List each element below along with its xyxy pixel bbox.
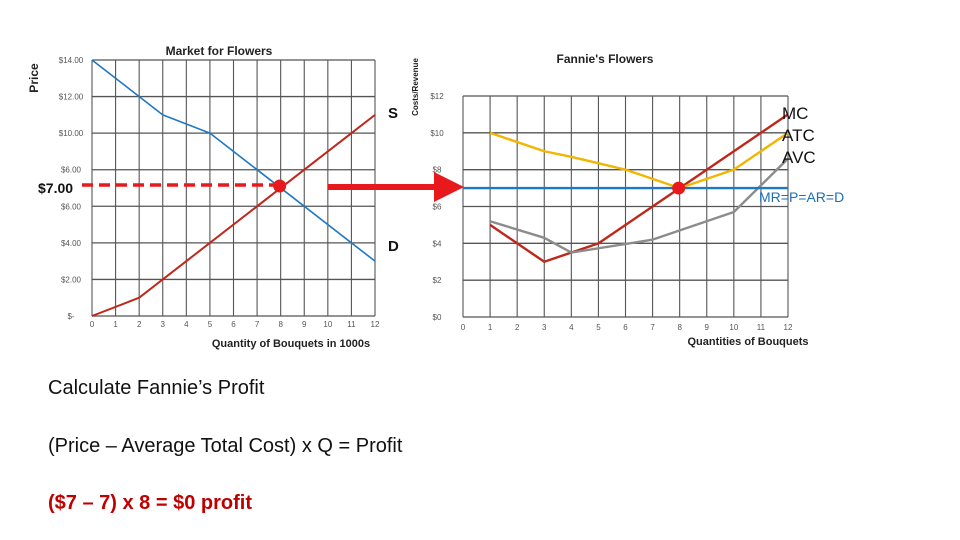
- x-tick-label: 9: [302, 320, 307, 329]
- y-tick-label: $0: [433, 313, 442, 322]
- x-tick-label: 6: [623, 323, 628, 332]
- y-tick-label: $14.00: [59, 56, 84, 65]
- x-tick-label: 10: [729, 323, 738, 332]
- x-tick-label: 0: [90, 320, 95, 329]
- x-tick-label: 1: [488, 323, 493, 332]
- profit-max-point: [672, 181, 686, 195]
- x-tick-label: 8: [278, 320, 283, 329]
- market-chart-ticks: $- $2.00 $4.00 $6.00 $6.00 $10.00 $12.00 $14.00…: [59, 56, 380, 329]
- market-chart: $- $2.00 $4.00 $6.00 $6.00 $10.00 $12.00 $14.00…: [27, 44, 399, 350]
- market-chart-series: [91, 59, 376, 317]
- avc-curve-label: AVC: [782, 148, 816, 167]
- chart-title: Fannie's Flowers: [557, 52, 654, 66]
- chart-title: Market for Flowers: [166, 44, 273, 58]
- y-tick-label: $12.00: [59, 93, 84, 102]
- atc-curve-label: ATC: [782, 126, 815, 145]
- y-tick-label: $6.00: [61, 166, 82, 175]
- x-tick-label: 3: [161, 320, 166, 329]
- series-line-s: [91, 114, 376, 317]
- mc-curve-label: MC: [782, 104, 808, 123]
- mr-line-label: MR=P=AR=D: [759, 189, 844, 205]
- y-tick-label: $10: [430, 129, 444, 138]
- fannie-chart-labels: Fannie's Flowers Quantities of Bouquets Co…: [411, 52, 844, 348]
- y-axis-label: Price: [27, 63, 41, 93]
- profit-formula: (Price – Average Total Cost) x Q = Profi…: [48, 435, 403, 457]
- x-tick-label: 4: [569, 323, 574, 332]
- fannie-chart-series: [463, 113, 789, 263]
- y-tick-label: $4: [433, 239, 442, 248]
- demand-curve-label: D: [388, 238, 399, 255]
- y-axis-label: Costs/Revenue: [411, 58, 420, 116]
- x-tick-label: 5: [596, 323, 601, 332]
- x-tick-label: 2: [137, 320, 142, 329]
- x-tick-label: 10: [323, 320, 332, 329]
- price-callout-label: $7.00: [38, 180, 73, 196]
- x-tick-label: 7: [255, 320, 260, 329]
- x-tick-label: 6: [231, 320, 236, 329]
- y-tick-label: $-: [67, 312, 74, 321]
- x-tick-label: 11: [347, 320, 356, 329]
- x-tick-label: 5: [208, 320, 213, 329]
- x-tick-label: 1: [113, 320, 118, 329]
- x-axis-label: Quantities of Bouquets: [688, 336, 809, 348]
- profit-heading: Calculate Fannie’s Profit: [48, 377, 265, 399]
- x-tick-label: 12: [371, 320, 380, 329]
- y-tick-label: $2.00: [61, 275, 82, 284]
- y-tick-label: $10.00: [59, 129, 84, 138]
- x-tick-label: 12: [784, 323, 793, 332]
- x-tick-label: 9: [705, 323, 710, 332]
- series-line-mc: [489, 113, 789, 263]
- equilibrium-point: [273, 179, 287, 193]
- x-tick-label: 0: [461, 323, 466, 332]
- x-tick-label: 3: [542, 323, 547, 332]
- series-line-avc: [489, 157, 789, 254]
- x-tick-label: 4: [184, 320, 189, 329]
- y-tick-label: $2: [433, 276, 442, 285]
- market-chart-labels: Market for Flowers Quantity of Bouquets i…: [27, 44, 399, 350]
- y-tick-label: $6.00: [61, 202, 82, 211]
- fannie-chart: $0$2$4$6$8$10$120 1 2 3 4 5 6 7 8 9 10 11 12 Fannie'…: [411, 52, 844, 348]
- series-line-d: [91, 59, 376, 262]
- series-line-atc: [489, 131, 789, 190]
- y-tick-label: $4.00: [61, 239, 82, 248]
- y-tick-label: $6: [433, 203, 442, 212]
- x-tick-label: 11: [757, 323, 766, 332]
- profit-result: ($7 – 7) x 8 = $0 profit: [48, 492, 252, 514]
- supply-curve-label: S: [388, 105, 398, 122]
- fannie-chart-ticks: $0$2$4$6$8$10$120 1 2 3 4 5 6 7 8 9 10 11 12: [430, 92, 793, 332]
- x-tick-label: 8: [677, 323, 682, 332]
- x-tick-label: 7: [650, 323, 655, 332]
- x-axis-label: Quantity of Bouquets in 1000s: [212, 338, 370, 350]
- y-tick-label: $12: [430, 92, 444, 101]
- x-tick-label: 2: [515, 323, 520, 332]
- y-tick-label: $8: [433, 166, 442, 175]
